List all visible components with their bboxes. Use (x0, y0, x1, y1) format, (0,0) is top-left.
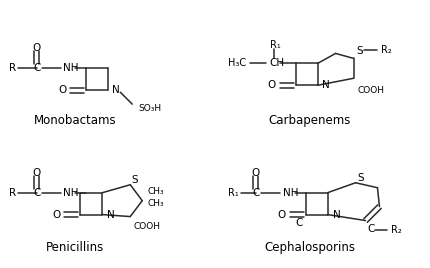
Text: R₁: R₁ (228, 188, 239, 198)
Text: O: O (32, 168, 41, 178)
Text: Cephalosporins: Cephalosporins (264, 241, 355, 254)
Text: R: R (9, 188, 16, 198)
Text: COOH: COOH (133, 222, 160, 231)
Text: C: C (368, 224, 375, 233)
Text: CH: CH (270, 58, 285, 68)
Text: Carbapenems: Carbapenems (268, 114, 351, 126)
Text: N: N (322, 80, 329, 90)
Text: C: C (252, 188, 260, 198)
Text: N: N (333, 210, 341, 219)
Text: O: O (32, 43, 41, 53)
Text: CH₃: CH₃ (147, 187, 164, 196)
Text: O: O (277, 210, 286, 219)
Text: COOH: COOH (357, 86, 384, 95)
Text: R₂: R₂ (381, 46, 392, 55)
Text: C: C (33, 63, 40, 73)
Text: R₁: R₁ (270, 40, 280, 50)
Text: R: R (9, 63, 16, 73)
Text: NH: NH (64, 63, 79, 73)
Text: SO₃H: SO₃H (138, 104, 161, 113)
Text: N: N (108, 210, 115, 219)
Text: S: S (357, 173, 364, 183)
Text: NH: NH (64, 188, 79, 198)
Text: NH: NH (283, 188, 298, 198)
Text: O: O (252, 168, 260, 178)
Text: Monobactams: Monobactams (34, 114, 117, 126)
Text: H₃C: H₃C (228, 58, 246, 68)
Text: O: O (58, 85, 67, 95)
Text: S: S (131, 175, 138, 185)
Text: O: O (267, 80, 276, 90)
Text: N: N (112, 85, 120, 95)
Text: R₂: R₂ (391, 225, 402, 236)
Text: S: S (356, 46, 363, 57)
Text: Penicillins: Penicillins (46, 241, 104, 254)
Text: C: C (295, 218, 303, 228)
Text: C: C (33, 188, 40, 198)
Text: CH₃: CH₃ (147, 199, 164, 208)
Text: O: O (52, 210, 61, 219)
